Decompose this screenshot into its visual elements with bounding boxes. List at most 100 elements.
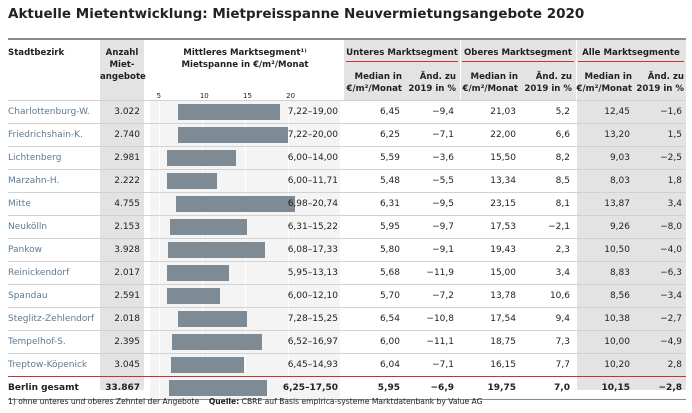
row-divider (8, 353, 686, 354)
oberes-change: 6,6 (555, 130, 570, 140)
range-label: 7,22–20,00 (287, 130, 338, 140)
alle-median: 8,03 (609, 176, 630, 186)
range-label: 5,95–13,13 (287, 268, 338, 278)
header-alle-aend: Änd. zu 2019 in % (636, 72, 684, 94)
listing-count: 4.755 (114, 199, 140, 209)
oberes-change: 7,0 (554, 383, 570, 393)
oberes-median: 19,43 (490, 245, 516, 255)
range-bar (175, 196, 295, 212)
oberes-median: 21,03 (490, 107, 516, 117)
district-name: Charlottenburg-W. (8, 107, 90, 117)
unteres-median: 6,54 (379, 314, 400, 324)
unteres-change: −11,1 (426, 337, 454, 347)
range-label: 6,00–14,00 (287, 153, 338, 163)
alle-median: 9,26 (609, 222, 630, 232)
alle-median: 10,15 (601, 383, 630, 393)
range-label: 6,52–16,97 (287, 337, 338, 347)
header-anzahl: Anzahl Miet-angebote (100, 48, 146, 82)
range-label: 6,08–17,33 (287, 245, 338, 255)
listing-count: 2.018 (114, 314, 140, 324)
header-oberes-median: Median in €/m²/Monat (462, 72, 518, 94)
alle-rule (578, 61, 684, 62)
alle-median: 10,38 (604, 314, 630, 324)
district-name: Neukölln (8, 222, 48, 232)
alle-change: −2,5 (660, 153, 682, 163)
alle-change: −3,4 (660, 291, 682, 301)
oberes-median: 15,50 (490, 153, 516, 163)
alle-median: 10,20 (604, 360, 630, 370)
range-label: 6,25–17,50 (282, 383, 338, 393)
alle-median: 8,83 (609, 268, 630, 278)
range-bar (169, 380, 267, 396)
row-divider (8, 330, 686, 331)
oberes-median: 17,54 (490, 314, 516, 324)
range-label: 6,00–11,71 (287, 176, 338, 186)
listing-count: 2.222 (114, 176, 140, 186)
row-divider (8, 284, 686, 285)
district-name: Marzahn-H. (8, 176, 60, 186)
total-label: Berlin gesamt (8, 383, 79, 393)
row-divider (8, 123, 686, 124)
unteres-median: 6,45 (379, 107, 400, 117)
unteres-change: −9,4 (432, 107, 454, 117)
alle-change: −2,7 (660, 314, 682, 324)
chart-gridline (158, 100, 160, 399)
oberes-change: 9,4 (555, 314, 570, 324)
chart-gridline (288, 100, 290, 399)
district-name: Friedrichshain-K. (8, 130, 83, 140)
oberes-change: 5,2 (555, 107, 570, 117)
unteres-change: −7,1 (432, 360, 454, 370)
total-top-rule (8, 376, 686, 377)
listing-count: 3.928 (114, 245, 140, 255)
range-bar (167, 150, 237, 166)
listing-count: 2.981 (114, 153, 140, 163)
district-name: Tempelhof-S. (8, 337, 66, 347)
oberes-median: 18,75 (490, 337, 516, 347)
unteres-change: −3,6 (432, 153, 454, 163)
listing-count: 2.740 (114, 130, 140, 140)
district-name: Steglitz-Zehlendorf (8, 314, 95, 324)
row-divider (8, 146, 686, 147)
alle-change: 3,4 (667, 199, 682, 209)
header-alle-median: Median in €/m²/Monat (576, 72, 632, 94)
header-unteres: Unteres Marktsegment (346, 48, 458, 58)
district-name: Spandau (8, 291, 48, 301)
unteres-median: 5,70 (379, 291, 400, 301)
listing-count: 2.591 (114, 291, 140, 301)
unteres-median: 5,48 (379, 176, 400, 186)
header-mittleres: Mittleres Marktsegment¹⁾ Mietspanne in €/… (181, 48, 309, 70)
oberes-rule (462, 61, 574, 62)
range-bar (171, 357, 245, 373)
unteres-change: −9,7 (432, 222, 454, 232)
alle-median: 13,87 (604, 199, 630, 209)
unteres-change: −9,5 (432, 199, 454, 209)
district-name: Lichtenberg (8, 153, 62, 163)
oberes-change: 7,7 (555, 360, 570, 370)
row-divider (8, 215, 686, 216)
unteres-median: 5,80 (379, 245, 400, 255)
row-divider (8, 307, 686, 308)
range-bar (177, 104, 280, 120)
range-bar (171, 334, 262, 350)
unteres-median: 5,95 (379, 222, 400, 232)
unteres-change: −11,9 (426, 268, 454, 278)
oberes-change: 8,5 (555, 176, 570, 186)
unteres-change: −9,1 (432, 245, 454, 255)
row-divider (8, 192, 686, 193)
oberes-median: 17,53 (490, 222, 516, 232)
range-label: 7,28–15,25 (287, 314, 338, 324)
listing-count: 2.017 (114, 268, 140, 278)
table-bottom-rule (8, 399, 686, 400)
oberes-median: 23,15 (490, 199, 516, 209)
oberes-change: 8,1 (555, 199, 570, 209)
oberes-change: −2,1 (548, 222, 570, 232)
alle-median: 9,03 (609, 153, 630, 163)
listing-count: 3.045 (114, 360, 140, 370)
alle-median: 10,00 (604, 337, 630, 347)
row-divider (8, 100, 686, 101)
row-divider (8, 169, 686, 170)
oberes-header-bg (460, 40, 576, 100)
oberes-median: 13,78 (490, 291, 516, 301)
header-unteres-aend: Änd. zu 2019 in % (408, 72, 456, 94)
alle-change: −8,0 (660, 222, 682, 232)
